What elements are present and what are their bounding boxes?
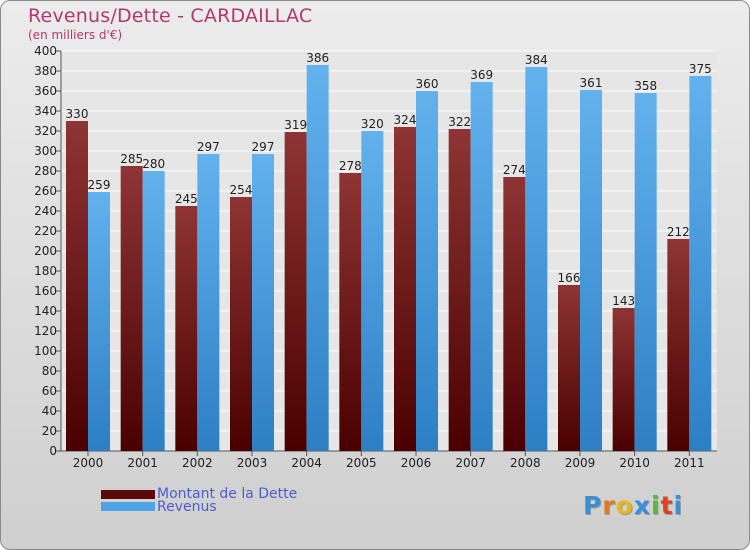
bar-dette: [394, 127, 416, 451]
logo-letter: r: [602, 491, 616, 520]
bar-revenus: [470, 82, 493, 451]
y-tick-label: 380: [34, 64, 57, 78]
data-label-dette: 245: [175, 192, 198, 206]
data-label-dette: 166: [558, 271, 581, 285]
x-tick-label: 2000: [73, 456, 104, 470]
data-label-dette: 322: [448, 115, 471, 129]
x-tick-label: 2011: [674, 456, 705, 470]
chart-subtitle: (en milliers d'€): [28, 28, 123, 42]
bar-dette: [120, 166, 143, 451]
bar-revenus: [634, 93, 657, 451]
bar-dette: [230, 197, 252, 451]
y-tick-label: 260: [34, 184, 57, 198]
y-tick-label: 120: [34, 324, 57, 338]
bar-dette: [175, 206, 198, 451]
data-label-revenus: 280: [142, 157, 165, 171]
data-label-revenus: 320: [361, 117, 384, 131]
y-tick-label: 60: [42, 384, 57, 398]
legend-swatch-debt: [101, 490, 155, 499]
legend-label-revenus: Revenus: [157, 499, 217, 515]
data-label-revenus: 386: [306, 51, 329, 65]
data-label-dette: 212: [667, 225, 690, 239]
data-label-revenus: 361: [580, 76, 603, 90]
logo-letter: P: [583, 491, 603, 520]
bar-revenus: [306, 65, 329, 451]
proxiti-logo: Proxiti: [583, 491, 683, 520]
bar-dette: [284, 132, 307, 451]
bar-revenus: [197, 154, 220, 451]
bar-dette: [339, 173, 362, 451]
logo-letter: i: [673, 491, 684, 520]
data-label-revenus: 375: [689, 62, 712, 76]
y-tick-label: 20: [42, 424, 57, 438]
y-tick-label: 100: [34, 344, 57, 358]
y-tick-label: 240: [34, 204, 57, 218]
bar-revenus: [689, 76, 712, 451]
y-tick-label: 300: [34, 144, 57, 158]
x-tick-label: 2006: [401, 456, 432, 470]
bar-dette: [503, 177, 526, 451]
y-tick-label: 360: [34, 84, 57, 98]
data-label-dette: 274: [503, 163, 526, 177]
y-tick-label: 40: [42, 404, 57, 418]
x-tick-label: 2004: [291, 456, 322, 470]
y-tick-label: 220: [34, 224, 57, 238]
legend-swatch-revenus: [101, 502, 155, 511]
bar-revenus: [580, 90, 602, 451]
data-label-revenus: 358: [634, 79, 657, 93]
logo-letter: o: [615, 491, 634, 520]
y-tick-label: 140: [34, 304, 57, 318]
bar-revenus: [142, 171, 165, 451]
x-tick-label: 2009: [565, 456, 596, 470]
y-tick-label: 180: [34, 264, 57, 278]
logo-letter: x: [633, 491, 651, 520]
data-label-revenus: 360: [416, 77, 439, 91]
y-tick-label: 280: [34, 164, 57, 178]
bar-dette: [66, 121, 88, 451]
y-tick-label: 320: [34, 124, 57, 138]
y-tick-label: 200: [34, 244, 57, 258]
data-label-revenus: 297: [252, 140, 275, 154]
data-label-dette: 285: [120, 152, 143, 166]
bar-revenus: [361, 131, 384, 451]
data-label-dette: 319: [284, 118, 307, 132]
bar-dette: [558, 285, 580, 451]
bar-dette: [448, 129, 471, 451]
data-label-dette: 324: [394, 113, 417, 127]
data-label-dette: 278: [339, 159, 362, 173]
data-label-revenus: 259: [88, 178, 111, 192]
x-tick-label: 2008: [510, 456, 541, 470]
chart-title: Revenus/Dette - CARDAILLAC: [28, 5, 313, 27]
logo-letter: t: [660, 491, 674, 520]
data-label-revenus: 384: [525, 53, 548, 67]
data-label-dette: 143: [612, 294, 635, 308]
bar-revenus: [88, 192, 110, 451]
bar-revenus: [525, 67, 548, 451]
x-tick-label: 2010: [619, 456, 650, 470]
y-tick-label: 80: [42, 364, 57, 378]
x-tick-label: 2001: [127, 456, 158, 470]
legend-label-debt: Montant de la Dette: [157, 486, 298, 502]
y-tick-label: 340: [34, 104, 57, 118]
x-tick-label: 2002: [182, 456, 213, 470]
data-label-revenus: 297: [197, 140, 220, 154]
bar-dette: [667, 239, 690, 451]
logo-letter: i: [651, 491, 661, 520]
y-tick-label: 160: [34, 284, 57, 298]
x-tick-label: 2005: [346, 456, 377, 470]
data-label-dette: 330: [66, 107, 89, 121]
x-tick-label: 2007: [455, 456, 486, 470]
data-label-revenus: 369: [470, 68, 493, 82]
bar-revenus: [252, 154, 274, 451]
data-label-dette: 254: [230, 183, 253, 197]
y-tick-label: 400: [34, 44, 57, 58]
x-tick-label: 2003: [237, 456, 268, 470]
y-tick-label: 0: [49, 444, 57, 458]
bar-dette: [612, 308, 635, 451]
bar-revenus: [416, 91, 438, 451]
